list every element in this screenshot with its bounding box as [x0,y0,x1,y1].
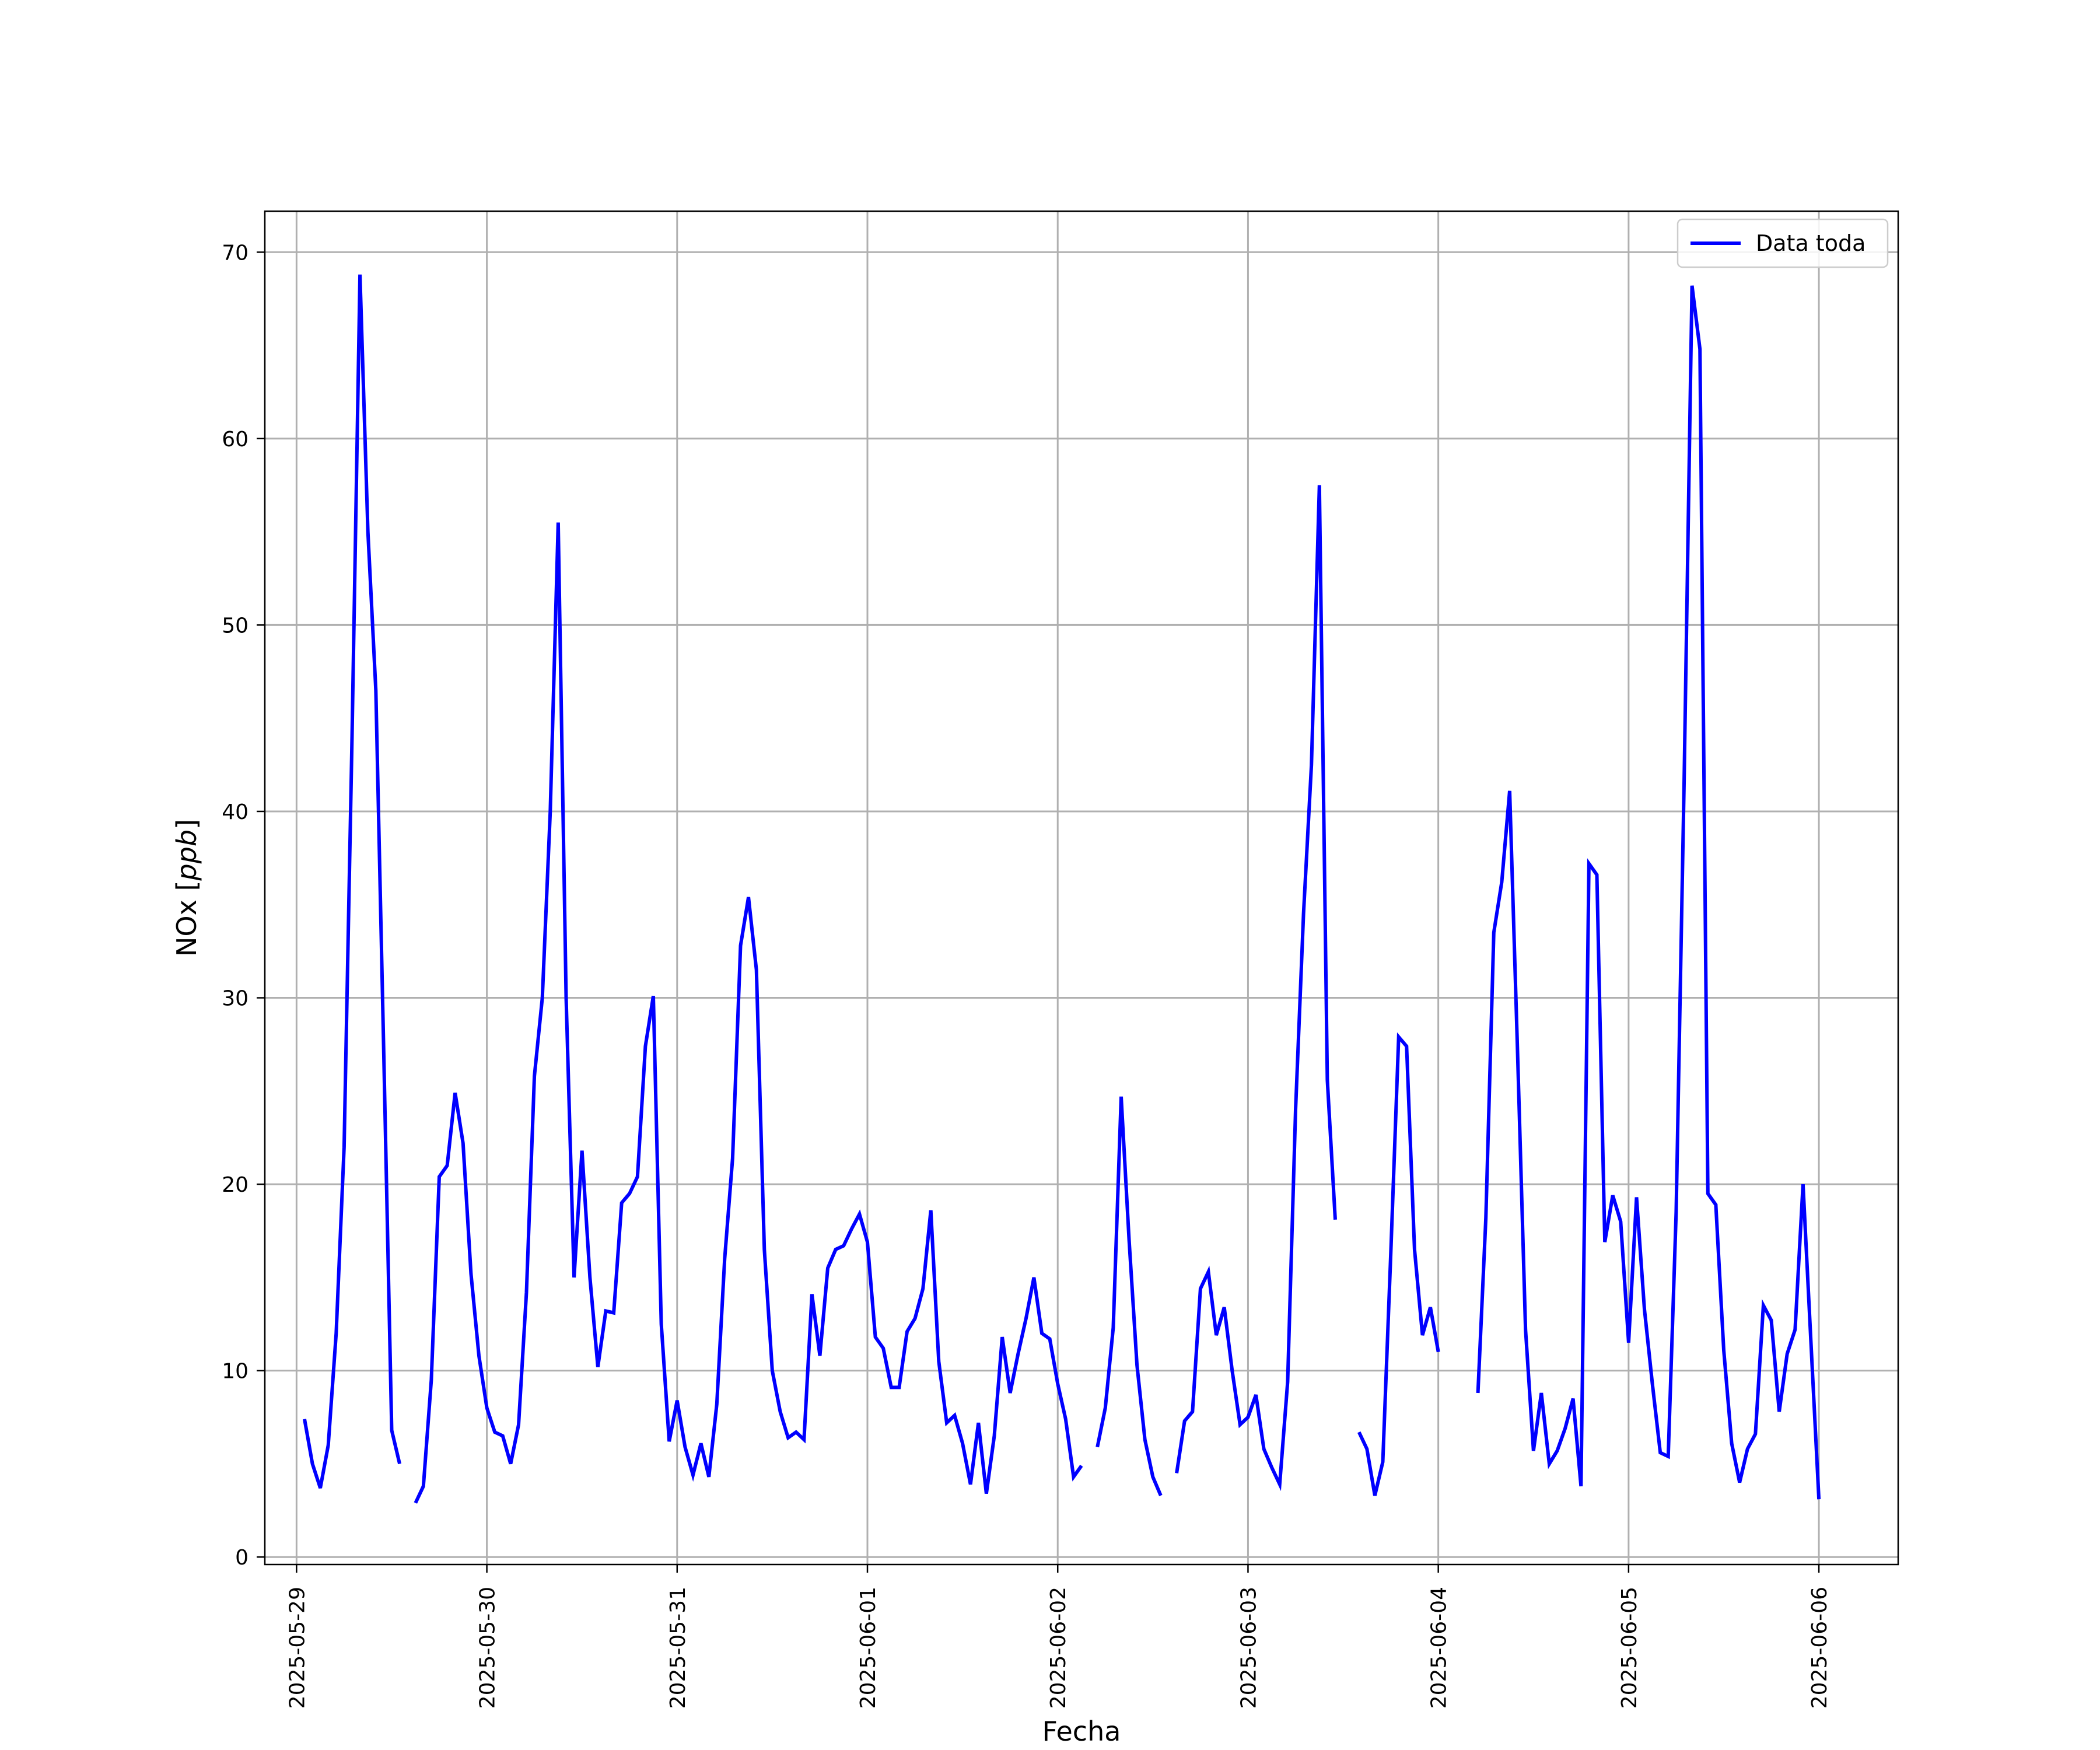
y-tick-label: 10 [222,1360,249,1384]
x-tick-label: 2025-06-04 [1427,1587,1451,1709]
x-tick-label: 2025-05-30 [476,1587,500,1709]
axis-ticks: 2025-05-29 2025-05-30 2025-05-31 2025-06-01… [222,241,1832,1709]
x-tick-label: 2025-06-02 [1046,1587,1070,1709]
legend: Data toda [1676,218,1889,268]
legend-label: Data toda [1756,230,1866,256]
series-line-segment [1096,1096,1163,1496]
data-series [303,274,1821,1504]
series-line-segment [414,522,1083,1504]
grid-lines [265,211,1898,1564]
x-tick-label: 2025-06-05 [1618,1587,1642,1709]
y-axis-label: NOx [ppb] [171,819,202,957]
plot-area-frame [264,210,1899,1566]
series-line-segment [1476,285,1821,1500]
y-tick-label: 40 [222,800,249,824]
series-line-segment [1357,1032,1440,1496]
legend-frame [1676,218,1889,268]
series-line-segment [303,274,402,1489]
y-tick-label: 70 [222,241,249,265]
x-tick-label: 2025-05-31 [666,1587,690,1709]
y-tick-label: 60 [222,428,249,452]
x-axis-label: Fecha [1042,1716,1121,1747]
y-tick-label: 50 [222,614,249,638]
y-tick-label: 20 [222,1173,249,1197]
y-tick-label: 0 [235,1546,249,1570]
y-tick-label: 30 [222,987,249,1011]
x-tick-label: 2025-05-29 [285,1587,309,1709]
x-tick-label: 2025-06-06 [1808,1587,1832,1709]
x-tick-label: 2025-06-01 [856,1587,880,1709]
series-line-segment [1175,485,1337,1492]
x-tick-label: 2025-06-03 [1237,1587,1261,1709]
